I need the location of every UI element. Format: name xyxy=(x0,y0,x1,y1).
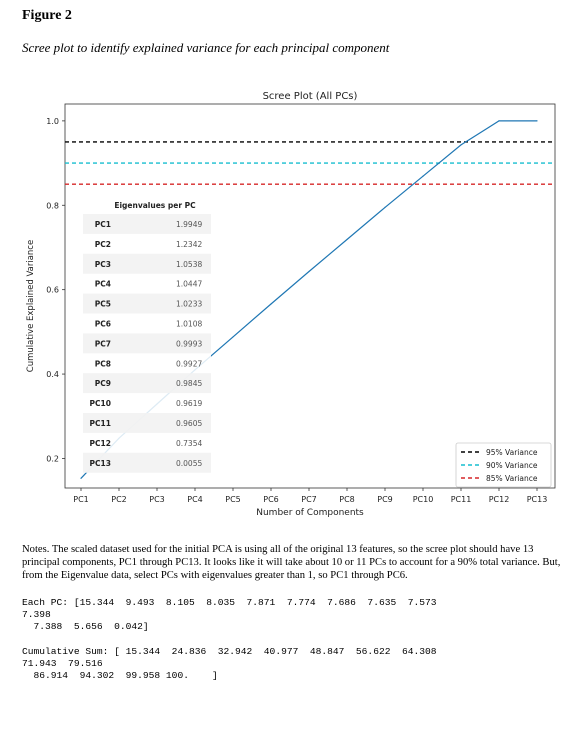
x-tick-label: PC13 xyxy=(527,495,548,504)
eigenvalue-pc-label: PC6 xyxy=(95,320,111,329)
eigenvalue-value: 0.9993 xyxy=(176,339,202,348)
eigenvalue-value: 1.0108 xyxy=(176,320,202,329)
eigenvalue-pc-label: PC4 xyxy=(95,280,111,289)
plot-frame xyxy=(64,103,556,489)
notes-paragraph: Notes. The scaled dataset used for the i… xyxy=(22,544,561,581)
eigenvalue-value: 1.0233 xyxy=(176,300,202,309)
eigenvalue-value: 0.9605 xyxy=(176,419,202,428)
eigenvalue-pc-label: PC3 xyxy=(95,260,111,269)
eigenvalue-pc-label: PC7 xyxy=(95,339,111,348)
eigenvalue-value: 1.9949 xyxy=(176,220,202,229)
eigenvalue-pc-label: PC8 xyxy=(95,359,111,368)
chart-title: Scree Plot (All PCs) xyxy=(263,91,358,102)
legend-label: 90% Variance xyxy=(486,461,538,470)
x-tick-label: PC5 xyxy=(225,495,241,504)
data-point xyxy=(346,238,348,241)
eigenvalue-pc-label: PC9 xyxy=(95,379,111,388)
data-point xyxy=(384,206,386,208)
eigenvalue-row-stripe xyxy=(83,293,211,314)
data-point xyxy=(460,144,462,146)
data-point xyxy=(536,120,538,122)
eigenvalue-value: 1.2342 xyxy=(176,240,202,249)
x-tick-label: PC3 xyxy=(149,495,165,504)
eigenvalue-row-stripe xyxy=(83,214,211,234)
x-tick-label: PC12 xyxy=(489,495,510,504)
x-tick-label: PC4 xyxy=(187,495,203,504)
x-tick-label: PC1 xyxy=(73,495,89,504)
eigenvalue-row-stripe xyxy=(83,373,211,394)
y-tick-label: 0.4 xyxy=(46,370,59,379)
eigenvalue-value: 0.0055 xyxy=(176,459,202,468)
y-tick-label: 0.2 xyxy=(46,454,59,463)
data-point xyxy=(498,120,500,122)
eigenvalue-row-stripe xyxy=(83,333,211,354)
y-axis-label: Cumulative Explained Variance xyxy=(26,240,36,372)
eigenvalue-value: 0.9927 xyxy=(176,359,202,368)
x-tick-label: PC9 xyxy=(377,495,393,504)
eigenvalue-pc-label: PC12 xyxy=(90,439,111,448)
each-pc-output: Each PC: [15.344 9.493 8.105 8.035 7.871… xyxy=(22,597,437,632)
y-tick-label: 0.8 xyxy=(46,201,59,210)
legend-box xyxy=(455,442,552,488)
eigenvalue-row-stripe xyxy=(83,413,211,433)
x-tick-label: PC7 xyxy=(301,495,317,504)
figure-label: Figure 2 xyxy=(22,8,72,23)
eigenvalue-value: 1.0447 xyxy=(176,280,202,289)
x-tick-label: PC6 xyxy=(263,495,279,504)
eigenvalue-pc-label: PC1 xyxy=(95,220,111,229)
y-tick-label: 1.0 xyxy=(46,117,59,126)
eigenvalue-pc-label: PC5 xyxy=(95,300,111,309)
x-tick-label: PC2 xyxy=(111,495,127,504)
data-point xyxy=(308,270,310,273)
x-tick-label: PC8 xyxy=(339,495,355,504)
data-point xyxy=(422,175,424,177)
data-point xyxy=(232,336,234,338)
eigenvalue-value: 1.0538 xyxy=(176,260,202,269)
eigenvalue-value: 0.7354 xyxy=(176,439,202,448)
legend-label: 95% Variance xyxy=(486,448,538,457)
x-tick-label: PC11 xyxy=(451,495,472,504)
eigenvalue-value: 0.9845 xyxy=(176,379,202,388)
cumulative-sum-output: Cumulative Sum: [ 15.344 24.836 32.942 4… xyxy=(22,646,437,681)
eigenvalue-table-header: Eigenvalues per PC xyxy=(114,201,196,210)
scree-plot: Scree Plot (All PCs) 0.2 0.4 0.6 0.8 1.0 PC1 PC… xyxy=(26,91,556,518)
eigenvalue-row-stripe xyxy=(83,452,211,473)
eigenvalue-row-stripe xyxy=(83,253,211,274)
eigenvalue-pc-label: PC10 xyxy=(90,399,111,408)
eigenvalue-value: 0.9619 xyxy=(176,399,202,408)
data-point xyxy=(80,477,82,479)
figure-caption: Scree plot to identify explained varianc… xyxy=(22,40,390,55)
y-tick-label: 0.6 xyxy=(46,286,59,295)
legend-label: 85% Variance xyxy=(486,474,538,483)
x-tick-label: PC10 xyxy=(413,495,434,504)
eigenvalue-pc-label: PC2 xyxy=(95,240,111,249)
data-point xyxy=(270,303,272,305)
eigenvalue-pc-label: PC11 xyxy=(90,419,111,428)
eigenvalue-pc-label: PC13 xyxy=(90,459,111,468)
x-axis-label: Number of Components xyxy=(256,508,364,518)
